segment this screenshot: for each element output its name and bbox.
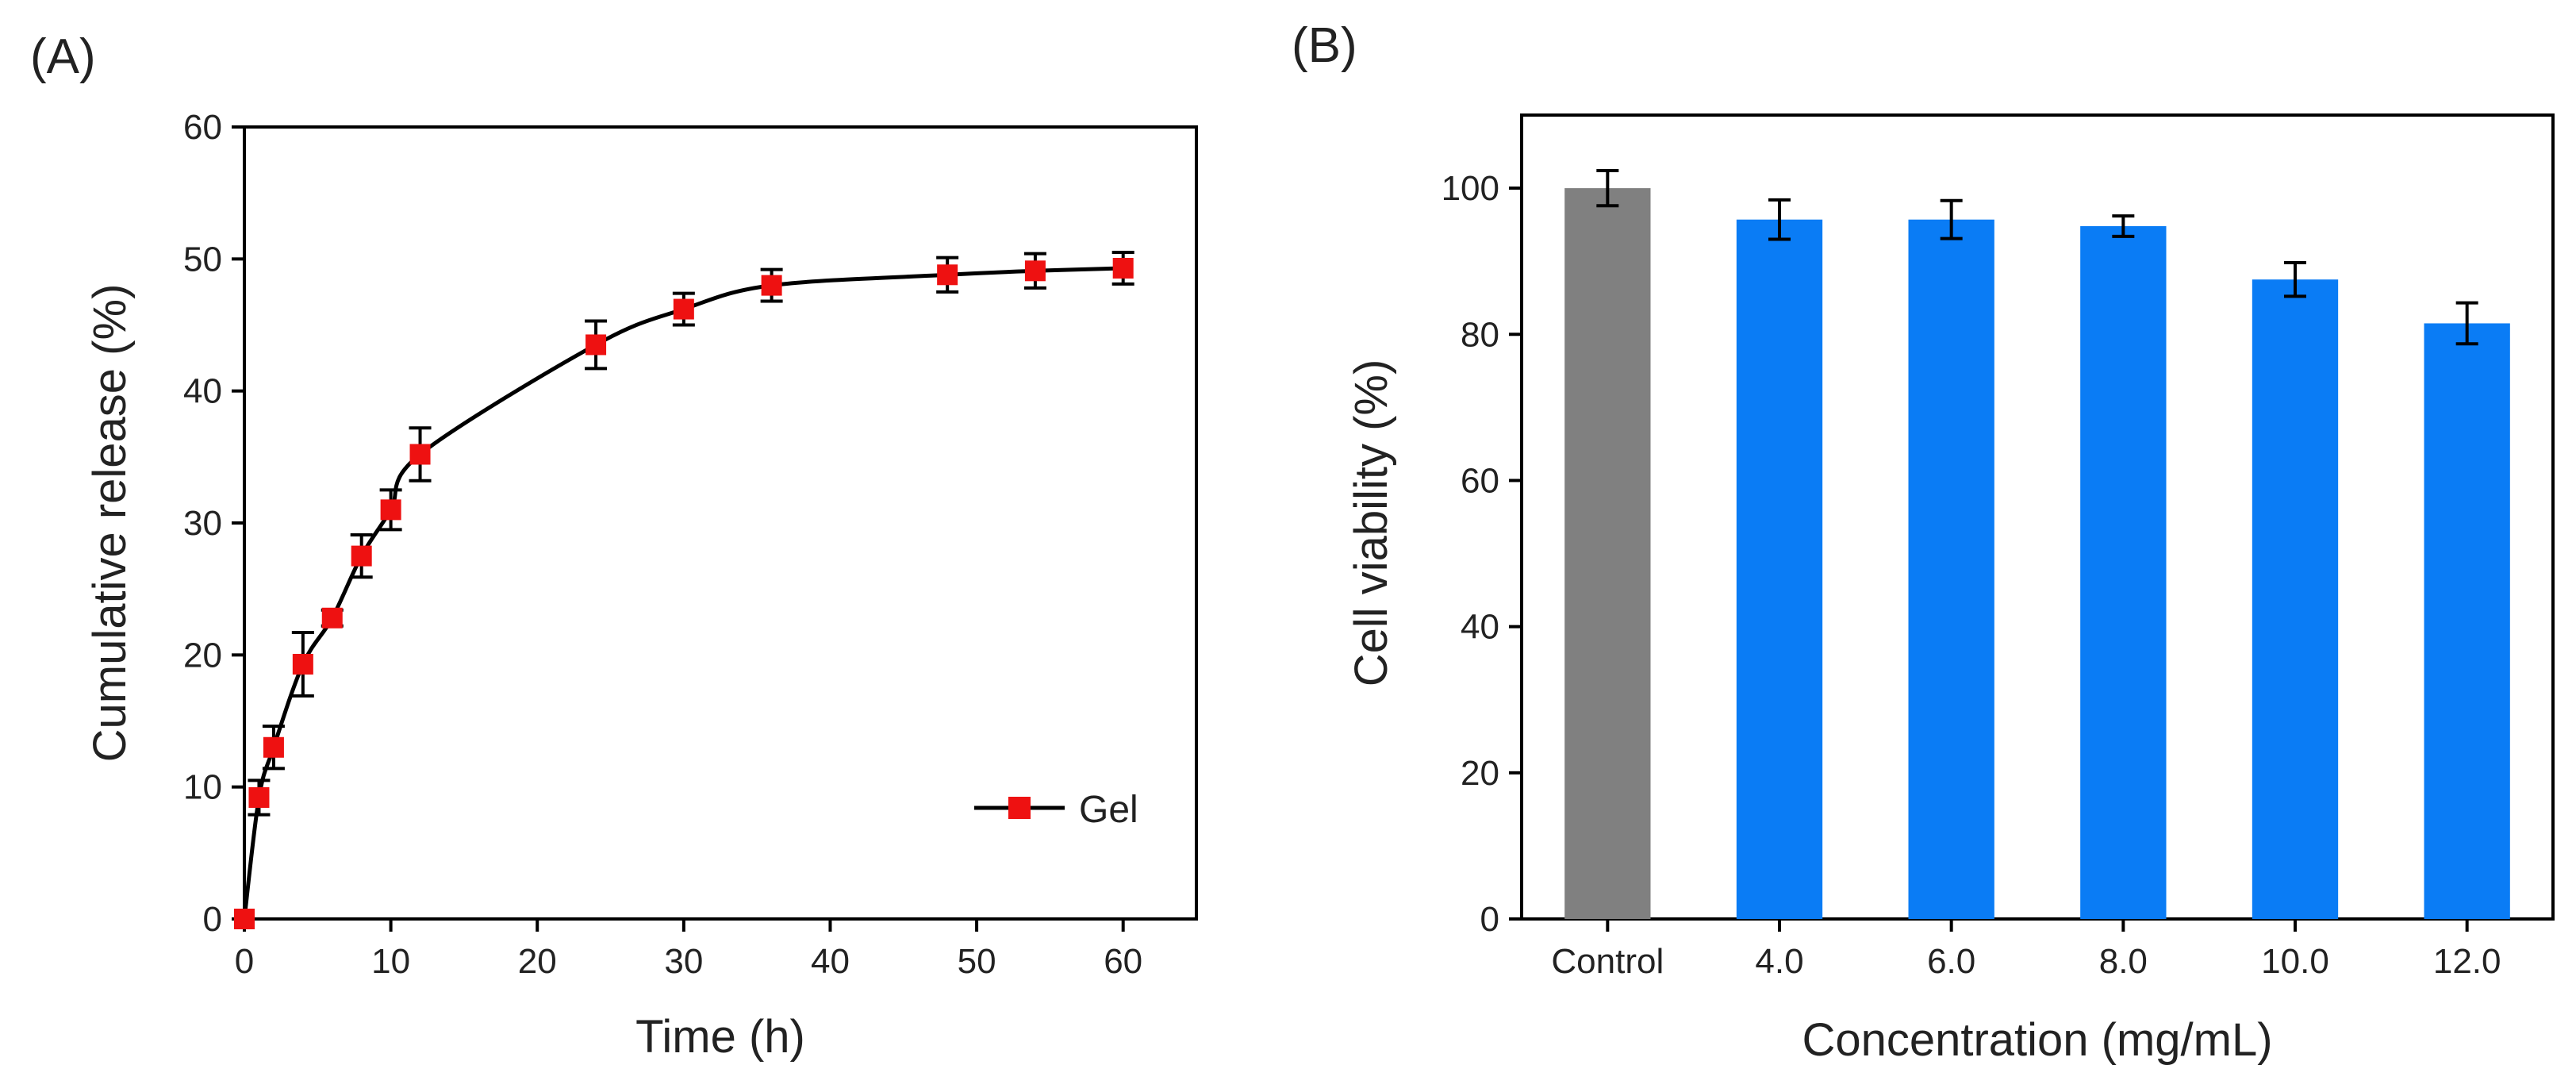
panel-a-legend: Gel — [974, 789, 1138, 831]
data-point — [1112, 257, 1134, 279]
data-point — [234, 909, 255, 929]
bar — [2424, 323, 2510, 919]
x-tick-label: 10.0 — [2261, 942, 2329, 981]
data-point — [351, 545, 372, 567]
data-point — [937, 264, 958, 286]
y-tick-label: 80 — [1461, 315, 1499, 354]
x-tick-label: 40 — [811, 942, 850, 981]
x-tick-label: 10 — [371, 942, 410, 981]
bar — [1908, 219, 1994, 919]
data-point — [761, 275, 782, 296]
bar — [2252, 279, 2339, 919]
panel-b-label: (B) — [1292, 18, 1357, 73]
x-tick-label: 20 — [518, 942, 557, 981]
data-point — [248, 786, 270, 808]
x-tick-label: 50 — [958, 942, 996, 981]
panel-a-x-ticks: 0 10 20 30 40 50 60 — [235, 919, 1142, 981]
panel-a-plot-frame — [243, 125, 1198, 921]
panel-b-x-ticks: Control 4.0 6.0 8.0 10.0 12.0 — [1551, 919, 2501, 981]
y-tick-label: 40 — [183, 372, 222, 411]
legend-marker — [1008, 797, 1031, 819]
y-tick-label: 50 — [183, 240, 222, 279]
panel-a-label: (A) — [30, 29, 96, 84]
data-point — [380, 499, 401, 521]
x-tick-label: 12.0 — [2433, 942, 2501, 981]
x-tick-label: 30 — [664, 942, 703, 981]
data-point — [292, 653, 313, 675]
y-tick-label: 0 — [203, 900, 222, 939]
panel-b: (B) 0 20 40 60 80 100 Control 4.0 6.0 8.0 10.0 12.… — [1292, 18, 2555, 1066]
y-tick-label: 40 — [1461, 608, 1499, 647]
y-tick-label: 60 — [1461, 461, 1499, 500]
data-point — [585, 334, 607, 356]
data-point — [409, 444, 431, 465]
bar — [2080, 225, 2167, 920]
data-point — [263, 736, 284, 758]
x-tick-label: 6.0 — [1927, 942, 1975, 981]
data-point — [321, 607, 343, 629]
panel-a-x-axis-title: Time (h) — [635, 1011, 805, 1063]
series-line-gel — [242, 266, 1123, 920]
x-tick-label: 8.0 — [2099, 942, 2148, 981]
panel-a-y-ticks: 0 10 20 30 40 50 60 — [183, 108, 244, 939]
panel-a-y-axis-title: Cumulative release (%) — [84, 284, 136, 763]
y-tick-label: 0 — [1480, 900, 1499, 939]
panel-b-bars — [1564, 168, 2510, 920]
data-point — [673, 298, 694, 320]
panel-a-series — [234, 251, 1134, 929]
panel-b-y-ticks: 0 20 40 60 80 100 — [1442, 169, 1522, 939]
x-tick-label: 0 — [235, 942, 254, 981]
y-tick-label: 20 — [1461, 754, 1499, 793]
y-tick-label: 30 — [183, 504, 222, 543]
x-tick-label: 60 — [1104, 942, 1142, 981]
x-tick-label: 4.0 — [1755, 942, 1803, 981]
y-tick-label: 60 — [183, 108, 222, 147]
panel-b-plot-frame — [1520, 113, 2555, 921]
panel-b-y-axis-title: Cell viability (%) — [1346, 359, 1397, 687]
y-tick-label: 10 — [183, 768, 222, 807]
y-tick-label: 100 — [1442, 169, 1499, 208]
legend-label-gel: Gel — [1079, 789, 1138, 831]
panel-a: (A) 0 10 20 30 40 50 60 0 10 20 30 40 50 60 Time (h)… — [30, 29, 1198, 1063]
data-point — [1024, 260, 1046, 282]
y-tick-label: 20 — [183, 636, 222, 675]
bar — [1736, 219, 1823, 919]
bar — [1564, 188, 1651, 919]
x-tick-label: Control — [1551, 942, 1664, 981]
panel-b-x-axis-title: Concentration (mg/mL) — [1802, 1014, 2272, 1066]
